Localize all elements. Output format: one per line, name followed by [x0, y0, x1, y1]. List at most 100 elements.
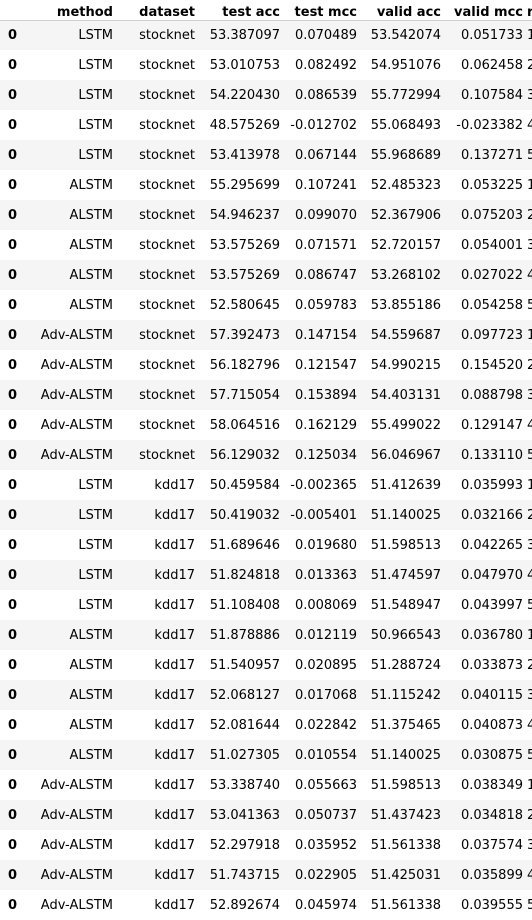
row-index: 0 [8, 57, 18, 73]
cell-run: 1 [527, 327, 532, 343]
cell-valid-acc: 55.068493 [370, 117, 441, 133]
table-row: 0 ALSTM stocknet 53.575269 0.071571 52.720157… [0, 230, 532, 260]
cell-dataset: stocknet [139, 357, 195, 373]
cell-test-acc: 51.689646 [209, 537, 280, 553]
table-row: 0 ALSTM kdd17 51.027305 0.010554 51.140025 0.0… [0, 740, 532, 770]
table-row: 0 Adv-ALSTM kdd17 52.892674 0.045974 51.56133… [0, 890, 532, 920]
cell-valid-mcc: 0.033873 [460, 657, 523, 673]
cell-method: Adv-ALSTM [40, 897, 113, 913]
cell-test-mcc: 0.019680 [294, 537, 357, 553]
cell-valid-mcc: 0.051733 [460, 27, 523, 43]
cell-test-mcc: -0.005401 [290, 507, 357, 523]
cell-valid-acc: 50.966543 [370, 627, 441, 643]
cell-dataset: kdd17 [154, 747, 195, 763]
cell-run: 5 [527, 297, 532, 313]
cell-method: ALSTM [69, 297, 113, 313]
table-row: 0 LSTM stocknet 48.575269 -0.012702 55.068493… [0, 110, 532, 140]
cell-valid-acc: 54.990215 [370, 357, 441, 373]
cell-valid-mcc: 0.133110 [460, 447, 523, 463]
cell-dataset: kdd17 [154, 807, 195, 823]
cell-dataset: stocknet [139, 27, 195, 43]
index-header [0, 0, 22, 21]
cell-test-acc: 52.297918 [209, 837, 280, 853]
cell-valid-acc: 51.140025 [370, 747, 441, 763]
cell-test-mcc: 0.162129 [294, 417, 357, 433]
cell-run: 3 [527, 837, 532, 853]
cell-run: 2 [527, 807, 532, 823]
cell-dataset: stocknet [139, 177, 195, 193]
cell-method: ALSTM [69, 237, 113, 253]
cell-run: 3 [527, 687, 532, 703]
cell-method: Adv-ALSTM [40, 777, 113, 793]
row-index: 0 [8, 87, 18, 103]
cell-test-acc: 54.946237 [209, 207, 280, 223]
cell-valid-mcc: 0.040873 [460, 717, 523, 733]
cell-dataset: stocknet [139, 237, 195, 253]
table-row: 0 Adv-ALSTM stocknet 56.182796 0.121547 54.99… [0, 350, 532, 380]
cell-method: Adv-ALSTM [40, 447, 113, 463]
row-index: 0 [8, 357, 18, 373]
table-row: 0 ALSTM kdd17 52.081644 0.022842 51.375465 0.0… [0, 710, 532, 740]
cell-test-acc: 53.010753 [209, 57, 280, 73]
table-row: 0 LSTM stocknet 54.220430 0.086539 55.772994 0… [0, 80, 532, 110]
cell-dataset: kdd17 [154, 777, 195, 793]
cell-test-mcc: -0.012702 [290, 117, 357, 133]
row-index: 0 [8, 897, 18, 913]
cell-valid-acc: 51.474597 [370, 567, 441, 583]
cell-method: Adv-ALSTM [40, 387, 113, 403]
cell-method: Adv-ALSTM [40, 867, 113, 883]
cell-valid-mcc: 0.036780 [460, 627, 523, 643]
cell-valid-acc: 52.485323 [370, 177, 441, 193]
cell-valid-acc: 51.140025 [370, 507, 441, 523]
cell-dataset: stocknet [139, 327, 195, 343]
cell-valid-mcc: 0.043997 [460, 597, 523, 613]
cell-dataset: stocknet [139, 207, 195, 223]
cell-test-mcc: 0.055663 [294, 777, 357, 793]
cell-test-acc: 52.068127 [209, 687, 280, 703]
column-header-method: method [22, 0, 117, 21]
cell-test-mcc: 0.099070 [294, 207, 357, 223]
cell-dataset: kdd17 [154, 477, 195, 493]
cell-valid-mcc: 0.032166 [460, 507, 523, 523]
cell-test-mcc: 0.071571 [294, 237, 357, 253]
cell-test-mcc: 0.125034 [294, 447, 357, 463]
row-index: 0 [8, 447, 18, 463]
cell-valid-acc: 52.367906 [370, 207, 441, 223]
cell-run: 4 [527, 567, 532, 583]
cell-run: 3 [527, 537, 532, 553]
row-index: 0 [8, 387, 18, 403]
cell-test-mcc: 0.121547 [294, 357, 357, 373]
cell-test-mcc: 0.022905 [294, 867, 357, 883]
row-index: 0 [8, 117, 18, 133]
cell-test-acc: 50.459584 [209, 477, 280, 493]
cell-run: 4 [527, 417, 532, 433]
cell-valid-acc: 51.375465 [370, 717, 441, 733]
cell-method: Adv-ALSTM [40, 837, 113, 853]
cell-run: 3 [527, 87, 532, 103]
cell-method: LSTM [78, 507, 113, 523]
cell-run: 2 [527, 357, 532, 373]
cell-test-mcc: 0.010554 [294, 747, 357, 763]
cell-run: 1 [527, 627, 532, 643]
column-header-test-mcc: test mcc [284, 0, 361, 21]
cell-test-acc: 52.892674 [209, 897, 280, 913]
column-header-run: run [527, 0, 532, 21]
cell-dataset: stocknet [139, 267, 195, 283]
cell-valid-acc: 54.403131 [370, 387, 441, 403]
table-row: 0 LSTM kdd17 50.459584 -0.002365 51.412639 0.0… [0, 470, 532, 500]
cell-valid-mcc: 0.037574 [460, 837, 523, 853]
cell-run: 4 [527, 267, 532, 283]
cell-dataset: stocknet [139, 417, 195, 433]
cell-dataset: kdd17 [154, 657, 195, 673]
cell-valid-acc: 55.968689 [370, 147, 441, 163]
row-index: 0 [8, 297, 18, 313]
row-index: 0 [8, 327, 18, 343]
row-index: 0 [8, 837, 18, 853]
cell-run: 2 [527, 657, 532, 673]
cell-method: ALSTM [69, 207, 113, 223]
row-index: 0 [8, 507, 18, 523]
cell-test-mcc: 0.035952 [294, 837, 357, 853]
table-row: 0 Adv-ALSTM stocknet 58.064516 0.162129 55.49… [0, 410, 532, 440]
cell-method: Adv-ALSTM [40, 807, 113, 823]
